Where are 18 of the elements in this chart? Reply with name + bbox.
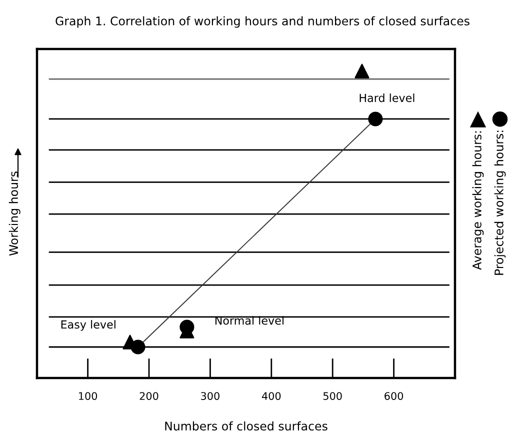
point [130, 340, 146, 354]
x-tick-label: 600 [384, 392, 404, 400]
annotation: Hard level [360, 94, 414, 102]
annotation: Easy level [61, 320, 116, 331]
point [354, 64, 370, 78]
x-tick-label: 300 [201, 392, 220, 400]
x-axis-title: Numbers of closed surfaces [165, 421, 328, 431]
legend-label: Average working hours: [472, 131, 484, 270]
point [180, 320, 194, 334]
chart-title: Graph 1. Correlation of working hours and numbers of closed surfaces [56, 16, 470, 28]
x-tick-label: 500 [323, 392, 342, 400]
x-tick-label: 100 [79, 392, 98, 400]
legend-label: Projected working hours: [494, 130, 506, 275]
x-tick-label: 400 [262, 392, 281, 400]
point [368, 112, 383, 126]
x-tick-label: 200 [140, 392, 158, 400]
y-axis-title: Working hours [8, 172, 20, 256]
annotation: Normal level [215, 316, 284, 325]
